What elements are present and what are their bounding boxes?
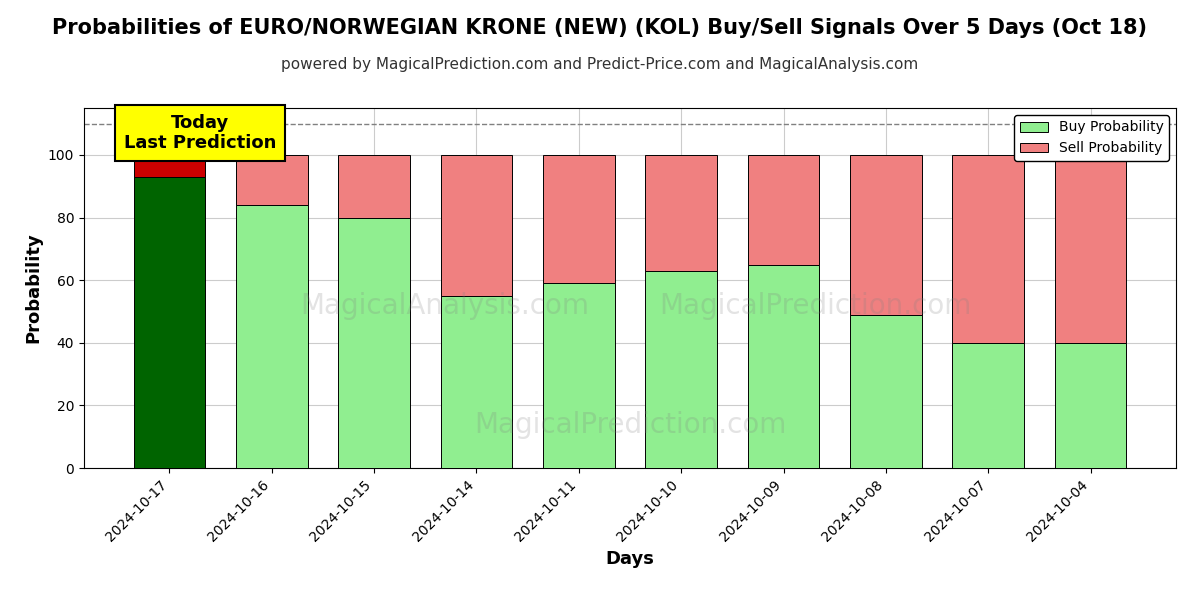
- Text: MagicalAnalysis.com: MagicalAnalysis.com: [300, 292, 589, 320]
- Bar: [953, 155, 1024, 343]
- Y-axis label: Probability: Probability: [24, 233, 42, 343]
- Text: MagicalPrediction.com: MagicalPrediction.com: [474, 411, 786, 439]
- Bar: [1055, 343, 1127, 468]
- Bar: [850, 155, 922, 314]
- Bar: [646, 155, 716, 271]
- Bar: [236, 155, 307, 205]
- Bar: [544, 155, 614, 283]
- Text: MagicalPrediction.com: MagicalPrediction.com: [660, 292, 972, 320]
- Bar: [236, 205, 307, 468]
- Bar: [440, 296, 512, 468]
- Bar: [850, 314, 922, 468]
- Bar: [748, 265, 820, 468]
- Legend: Buy Probability, Sell Probability: Buy Probability, Sell Probability: [1014, 115, 1169, 161]
- Bar: [1055, 155, 1127, 343]
- Bar: [133, 155, 205, 177]
- Bar: [748, 155, 820, 265]
- Bar: [440, 155, 512, 296]
- Bar: [338, 218, 410, 468]
- Text: Today
Last Prediction: Today Last Prediction: [124, 113, 276, 152]
- Text: Probabilities of EURO/NORWEGIAN KRONE (NEW) (KOL) Buy/Sell Signals Over 5 Days (: Probabilities of EURO/NORWEGIAN KRONE (N…: [53, 18, 1147, 38]
- Bar: [544, 283, 614, 468]
- Bar: [646, 271, 716, 468]
- X-axis label: Days: Days: [606, 550, 654, 568]
- Text: powered by MagicalPrediction.com and Predict-Price.com and MagicalAnalysis.com: powered by MagicalPrediction.com and Pre…: [281, 57, 919, 72]
- Bar: [133, 177, 205, 468]
- Bar: [338, 155, 410, 218]
- Bar: [953, 343, 1024, 468]
